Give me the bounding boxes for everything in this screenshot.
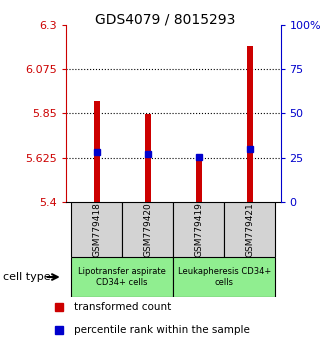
Text: Leukapheresis CD34+
cells: Leukapheresis CD34+ cells bbox=[178, 267, 271, 287]
Bar bbox=[224, 202, 276, 257]
Bar bbox=[94, 102, 100, 202]
Bar bbox=[247, 46, 253, 202]
Text: GSM779421: GSM779421 bbox=[246, 202, 254, 257]
Bar bbox=[122, 202, 173, 257]
Text: GSM779419: GSM779419 bbox=[194, 202, 203, 257]
Bar bbox=[173, 257, 276, 297]
Text: GSM779420: GSM779420 bbox=[143, 202, 152, 257]
Bar bbox=[173, 202, 224, 257]
Text: cell type: cell type bbox=[3, 272, 51, 282]
Text: GSM779418: GSM779418 bbox=[92, 202, 101, 257]
Bar bbox=[71, 202, 122, 257]
Text: Lipotransfer aspirate
CD34+ cells: Lipotransfer aspirate CD34+ cells bbox=[78, 267, 166, 287]
Bar bbox=[71, 257, 173, 297]
Bar bbox=[196, 156, 202, 202]
Text: transformed count: transformed count bbox=[74, 302, 172, 312]
Text: GDS4079 / 8015293: GDS4079 / 8015293 bbox=[95, 12, 235, 27]
Bar bbox=[145, 114, 151, 202]
Text: percentile rank within the sample: percentile rank within the sample bbox=[74, 325, 250, 336]
